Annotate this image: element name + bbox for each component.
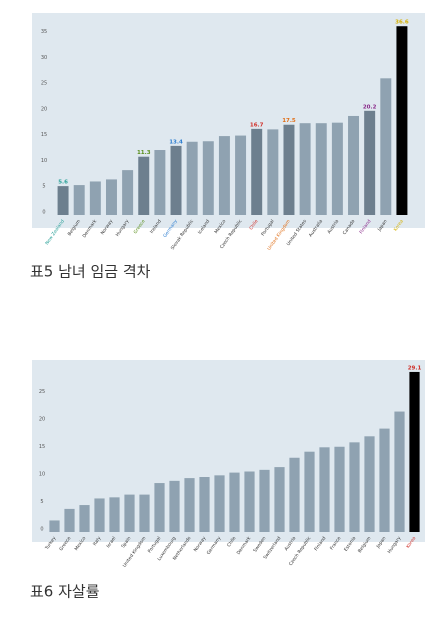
bar: [235, 135, 247, 215]
bar: [331, 122, 343, 215]
bar: [218, 136, 230, 215]
bar: [49, 520, 60, 532]
x-tick-label: Chile: [226, 535, 238, 548]
bar: [380, 78, 392, 215]
y-tick-label: 0: [42, 210, 45, 216]
bar: [79, 505, 90, 532]
bar: [289, 457, 300, 532]
data-label: 5.6: [58, 180, 68, 186]
data-label: 13.4: [169, 139, 183, 145]
bar: [122, 170, 134, 215]
data-label: 20.2: [363, 104, 377, 110]
data-label: 36.6: [395, 20, 409, 26]
y-tick-label: 15: [41, 132, 47, 138]
bar: [299, 123, 311, 215]
bar: [229, 472, 240, 532]
bar: [169, 480, 180, 532]
bar: [184, 478, 195, 532]
bar: [186, 141, 198, 215]
bar: [154, 150, 166, 215]
bar: [334, 446, 345, 532]
y-tick-label: 25: [39, 389, 45, 395]
y-tick-label: 35: [41, 29, 47, 35]
bar: [394, 411, 405, 532]
y-tick-label: 20: [41, 106, 47, 112]
bar: [73, 185, 85, 215]
bar: [89, 181, 101, 215]
bar: [202, 141, 214, 215]
bar: [109, 497, 120, 532]
x-tick-label: Chile: [248, 218, 260, 231]
bar: [379, 428, 390, 532]
bar: [64, 508, 75, 532]
bar: [259, 469, 270, 532]
bar: [364, 110, 376, 215]
y-tick-label: 25: [41, 81, 47, 87]
bar: [267, 129, 279, 215]
bar: [409, 371, 420, 532]
bar: [214, 475, 225, 532]
y-tick-label: 15: [39, 444, 45, 450]
bar: [251, 128, 263, 215]
bar: [124, 494, 135, 532]
bar: [94, 498, 105, 532]
y-tick-label: 5: [40, 499, 43, 505]
bar: [349, 442, 360, 532]
bar: [283, 124, 295, 215]
bar: [170, 145, 182, 215]
data-label: 16.7: [250, 122, 264, 128]
y-tick-label: 5: [42, 184, 45, 190]
y-tick-label: 10: [41, 158, 47, 164]
data-label: 11.3: [137, 150, 151, 156]
bar: [244, 471, 255, 532]
bar: [105, 179, 117, 215]
bar: [364, 436, 375, 532]
y-tick-label: 20: [39, 417, 45, 423]
bar: [348, 115, 360, 215]
caption: 표6 자살률: [30, 583, 100, 601]
y-tick-label: 30: [41, 55, 47, 61]
bar: [274, 467, 285, 532]
bar: [154, 483, 165, 532]
bar: [319, 447, 330, 532]
x-tick-label: Israel: [105, 536, 117, 550]
bar: [199, 477, 210, 532]
data-label: 17.5: [282, 118, 296, 124]
data-label: 29.1: [408, 365, 422, 371]
bar: [396, 26, 408, 215]
bar: [57, 186, 69, 215]
bar: [315, 123, 327, 215]
caption: 표5 남녀 임금 격차: [30, 263, 151, 281]
bar: [304, 451, 315, 532]
x-tick-label: Italy: [92, 535, 103, 547]
y-tick-label: 0: [40, 527, 43, 533]
bar: [138, 156, 150, 215]
bar: [139, 494, 150, 532]
y-tick-label: 10: [39, 472, 45, 478]
